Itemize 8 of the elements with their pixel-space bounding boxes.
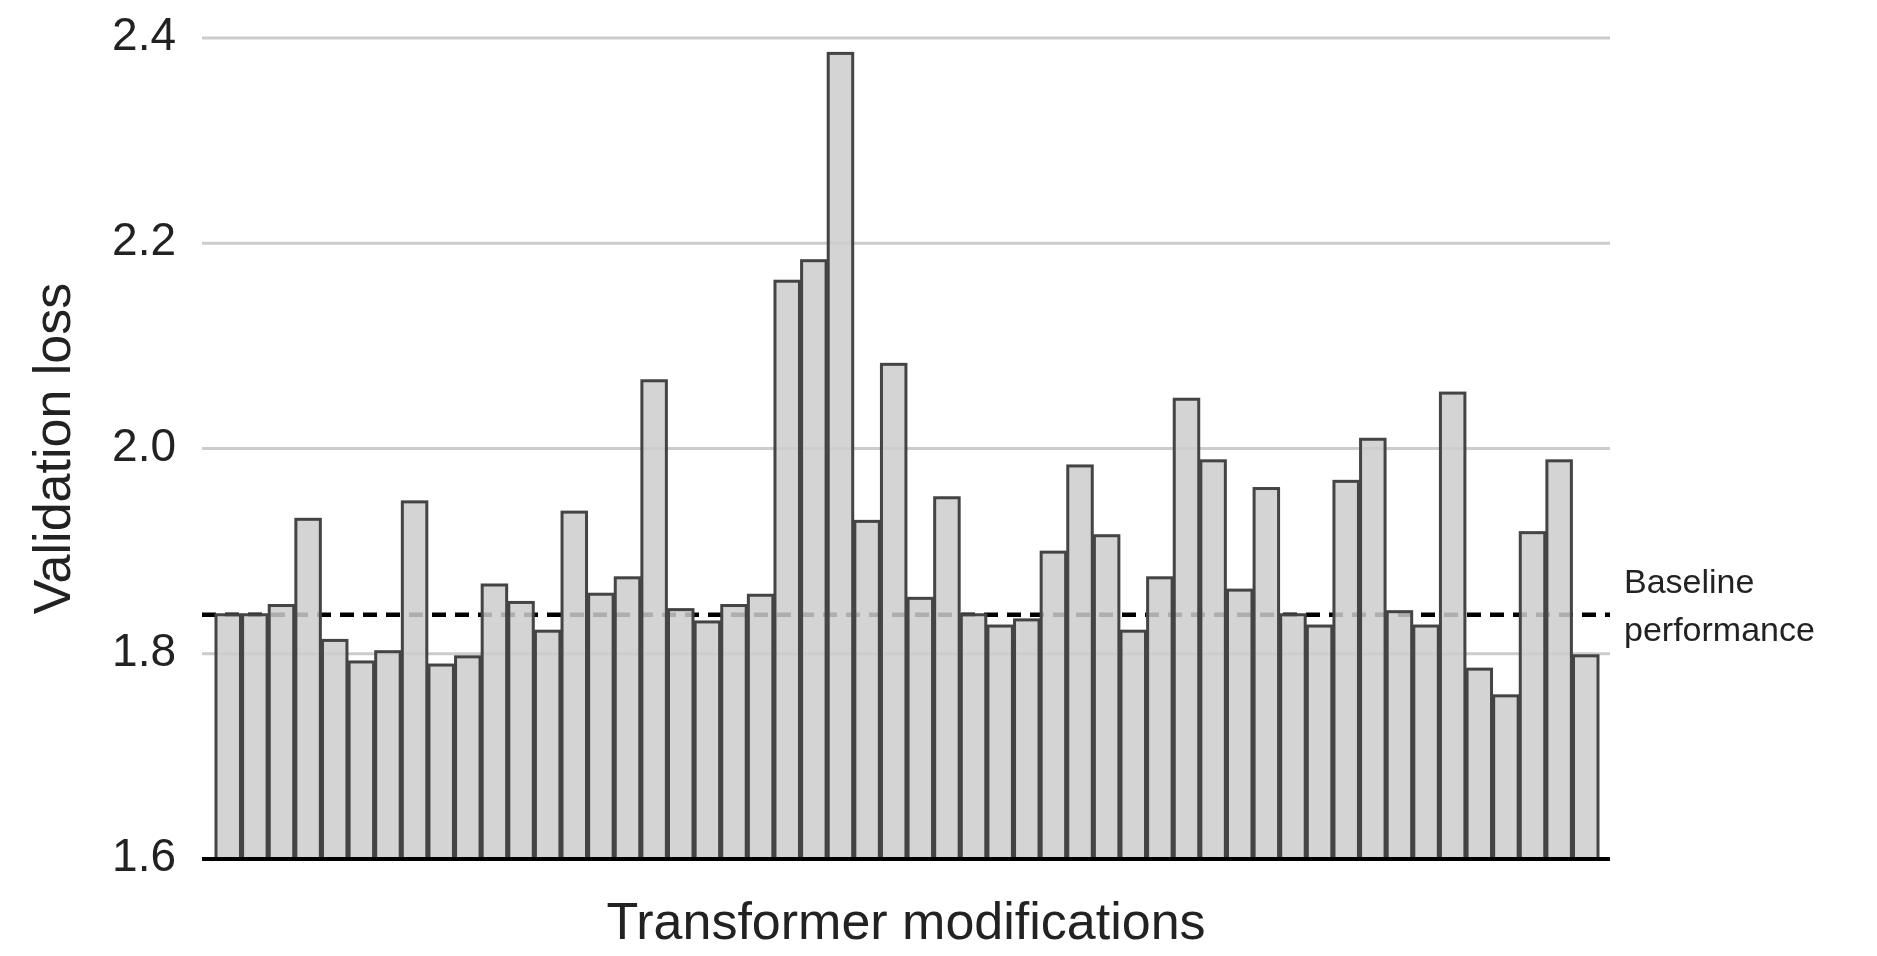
y-tick-label: 2.2: [112, 213, 176, 266]
y-tick-label: 2.0: [112, 418, 176, 471]
y-tick-label: 1.6: [112, 829, 176, 882]
y-axis-title: Validation loss: [23, 282, 81, 615]
y-tick-label: 2.4: [112, 8, 176, 61]
y-tick-label: 1.8: [112, 623, 176, 676]
x-axis-title: Transformer modifications: [606, 892, 1206, 950]
ref-line-label: Baseline performance: [1624, 561, 1815, 648]
